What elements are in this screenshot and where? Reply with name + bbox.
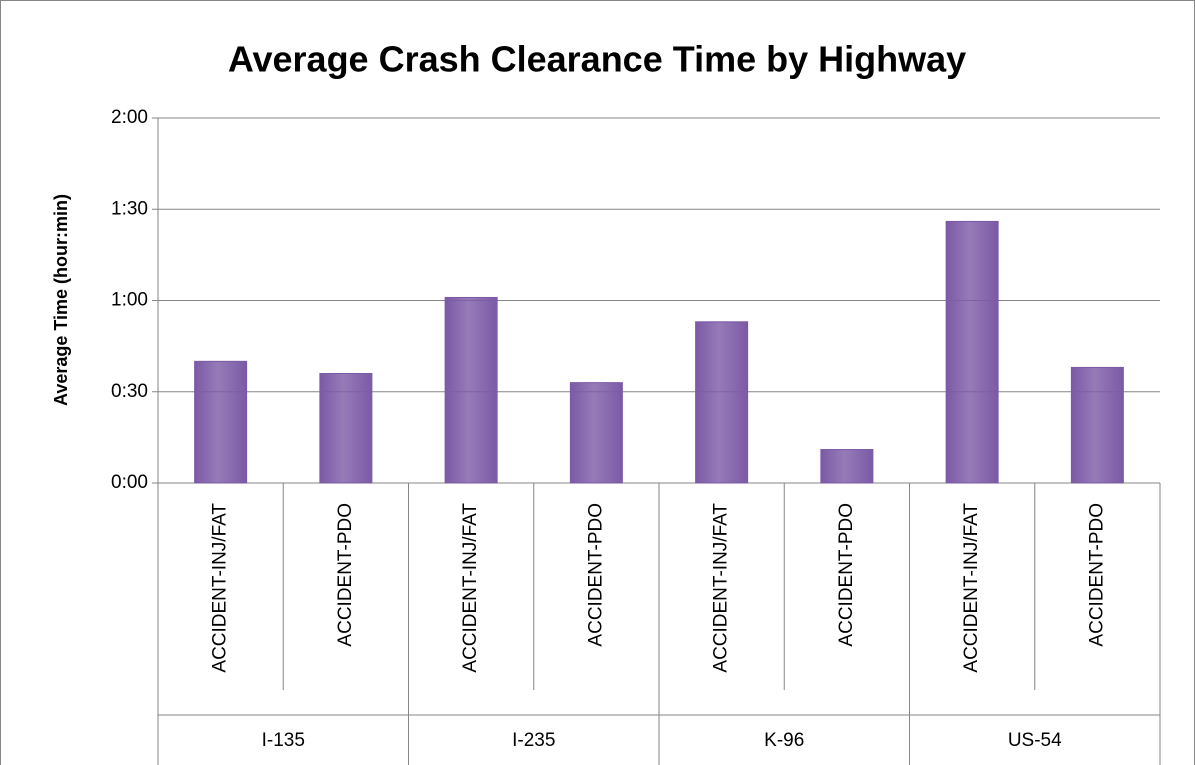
x-tick-label: ACCIDENT-PDO — [585, 503, 606, 647]
bar — [319, 373, 373, 484]
y-tick-label: 1:00 — [111, 290, 148, 311]
bar — [945, 220, 999, 484]
x-tick-label: ACCIDENT-PDO — [335, 503, 356, 647]
y-tick-label: 0:00 — [111, 472, 148, 493]
bar — [695, 321, 749, 484]
bar — [194, 360, 248, 484]
y-tick-label: 0:30 — [111, 381, 148, 402]
x-tick-label: ACCIDENT-PDO — [1086, 503, 1107, 647]
bar — [1070, 366, 1124, 484]
y-axis-label: Average Time (hour:min) — [51, 194, 71, 406]
group-label: US-54 — [1008, 730, 1062, 751]
group-label: I-235 — [512, 730, 555, 751]
x-tick-label: ACCIDENT-INJ/FAT — [460, 503, 481, 673]
x-tick-label: ACCIDENT-INJ/FAT — [711, 503, 732, 673]
group-label: I-135 — [262, 730, 305, 751]
group-label: K-96 — [764, 730, 804, 751]
bar — [444, 296, 498, 484]
bar — [569, 382, 623, 484]
bar — [820, 449, 874, 484]
x-tick-label: ACCIDENT-PDO — [836, 503, 857, 647]
x-tick-label: ACCIDENT-INJ/FAT — [961, 503, 982, 673]
y-tick-label: 1:30 — [111, 198, 148, 219]
chart-title: Average Crash Clearance Time by Highway — [228, 39, 966, 80]
y-tick-label: 2:00 — [111, 107, 148, 128]
x-tick-label: ACCIDENT-INJ/FAT — [210, 503, 231, 673]
